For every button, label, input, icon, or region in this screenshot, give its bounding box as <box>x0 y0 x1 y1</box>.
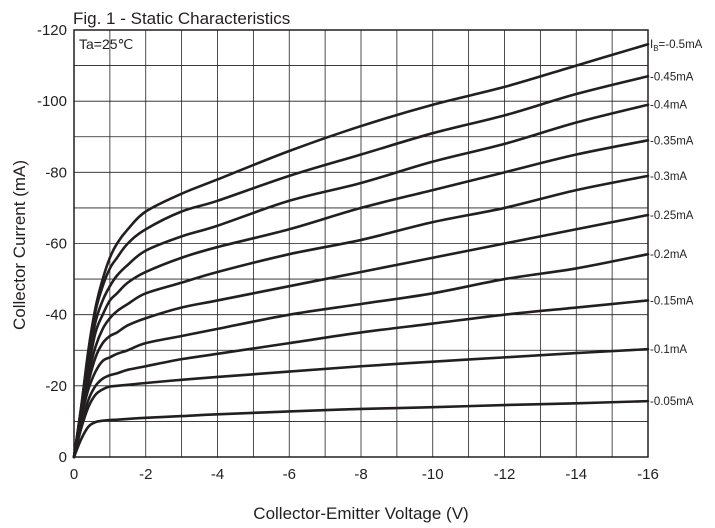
series-label: -0.35mA <box>650 135 694 147</box>
series-label: -0.1mA <box>650 344 687 356</box>
x-tick-label: -8 <box>354 466 367 483</box>
series-label: -0.2mA <box>650 249 687 261</box>
series-curve <box>72 174 650 459</box>
x-tick-label: -12 <box>494 466 516 483</box>
grid <box>74 30 648 457</box>
x-tick-label: 0 <box>70 466 78 483</box>
x-tick-label: -10 <box>422 466 444 483</box>
temperature-annotation: Ta=25℃ <box>79 36 133 52</box>
y-tick-label: -60 <box>45 236 67 253</box>
series-label: -0.15mA <box>650 295 694 307</box>
series-curve <box>72 213 650 459</box>
x-axis-label: Collector-Emitter Voltage (V) <box>253 504 468 523</box>
y-axis-label: Collector Current (mA) <box>10 160 29 330</box>
series-curve <box>72 299 650 459</box>
plot-frame <box>73 29 649 458</box>
series-curve <box>72 399 650 459</box>
y-tick-label: -20 <box>45 378 67 395</box>
y-tick-label: -80 <box>45 164 67 181</box>
y-tick-label: 0 <box>59 449 67 466</box>
y-tick-label: -120 <box>37 22 67 39</box>
x-tick-labels: 0 -2 -4 -6 -8 -10 -12 -14 -16 <box>70 466 659 483</box>
series-label: -0.45mA <box>650 71 694 83</box>
x-tick-label: -6 <box>283 466 296 483</box>
series-label: -0.05mA <box>650 396 694 408</box>
series-curve <box>72 103 650 459</box>
chart-title: Fig. 1 - Static Characteristics <box>73 9 290 28</box>
curves <box>72 42 650 459</box>
y-tick-label: -100 <box>37 93 67 110</box>
series-curve <box>72 347 650 459</box>
x-tick-label: -2 <box>139 466 152 483</box>
series-label: -0.3mA <box>650 171 687 183</box>
series-curve <box>72 139 650 459</box>
series-label: IB=-0.5mA <box>650 39 703 53</box>
series-labels: IB=-0.5mA -0.45mA -0.4mA -0.35mA -0.3mA -0.25… <box>650 39 703 408</box>
x-tick-label: -14 <box>565 466 587 483</box>
series-label: -0.4mA <box>650 100 687 112</box>
x-tick-label: -4 <box>211 466 224 483</box>
y-tick-labels: 0 -20 -40 -60 -80 -100 -120 <box>37 22 67 466</box>
series-curve <box>72 252 650 459</box>
x-tick-label: -16 <box>637 466 659 483</box>
y-tick-label: -40 <box>45 307 67 324</box>
series-curve <box>72 74 650 459</box>
series-label: -0.25mA <box>650 210 694 222</box>
